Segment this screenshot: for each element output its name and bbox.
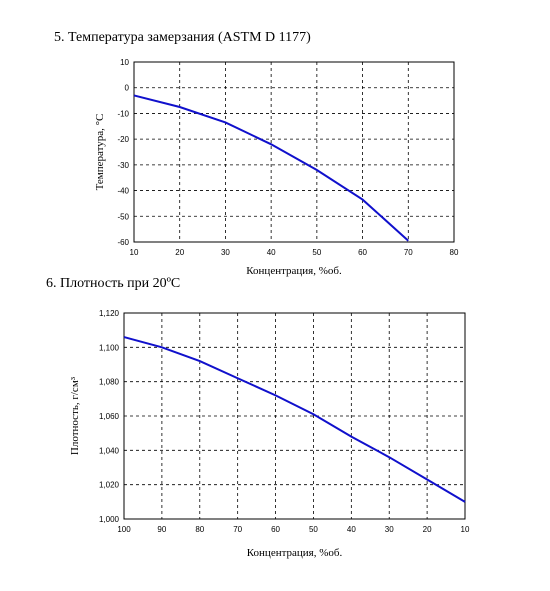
freezing-y-tick-label: -30 xyxy=(117,161,129,170)
density-x-tick-label: 20 xyxy=(423,525,432,534)
density-y-tick-label: 1,000 xyxy=(99,515,120,524)
density-y-tick-label: 1,080 xyxy=(99,378,120,387)
density-y-axis-title: Плотность, г/см³ xyxy=(69,376,81,455)
freezing-x-axis-title: Концентрация, %об. xyxy=(246,265,342,277)
freezing-x-tick-label: 10 xyxy=(130,248,139,257)
density-y-tick-label: 1,100 xyxy=(99,343,120,352)
freezing-x-tick-label: 60 xyxy=(358,248,367,257)
chart-heading-freezing: 5. Температура замерзания (ASTM D 1177) xyxy=(54,30,311,45)
density-y-tick-label: 1,060 xyxy=(99,412,120,421)
freezing-y-ticks: 10 0 -10 -20 -30 -40 -50 -60 xyxy=(117,58,129,247)
density-x-tick-label: 30 xyxy=(385,525,394,534)
freezing-y-tick-label: 0 xyxy=(125,84,130,93)
freezing-y-tick-label: -50 xyxy=(117,212,129,221)
density-x-tick-label: 10 xyxy=(461,525,470,534)
freezing-y-tick-label: -40 xyxy=(117,187,129,196)
freezing-grid xyxy=(133,61,455,243)
freezing-y-tick-label: 10 xyxy=(120,58,129,67)
density-x-axis-title: Концентрация, %об. xyxy=(247,547,343,559)
density-y-tick-label: 1,020 xyxy=(99,481,120,490)
freezing-y-tick-label: -60 xyxy=(117,238,129,247)
freezing-plot-frame xyxy=(133,61,455,243)
density-x-ticks: 100 90 80 70 60 50 40 30 20 10 xyxy=(117,525,470,534)
density-y-ticks: 1,000 1,020 1,040 1,060 1,080 1,100 1,120 xyxy=(99,309,120,524)
density-x-tick-label: 90 xyxy=(157,525,166,534)
density-x-tick-label: 70 xyxy=(233,525,242,534)
density-series xyxy=(123,336,466,503)
freezing-y-tick-label: -10 xyxy=(117,109,129,118)
freezing-x-tick-label: 70 xyxy=(404,248,413,257)
density-x-tick-label: 80 xyxy=(195,525,204,534)
density-x-tick-label: 60 xyxy=(271,525,280,534)
freezing-x-tick-label: 30 xyxy=(221,248,230,257)
density-y-tick-label: 1,040 xyxy=(99,446,120,455)
density-series-line xyxy=(123,336,466,503)
density-x-tick-label: 40 xyxy=(347,525,356,534)
freezing-x-tick-label: 50 xyxy=(312,248,321,257)
freezing-x-tick-label: 20 xyxy=(175,248,184,257)
freezing-x-tick-label: 80 xyxy=(450,248,459,257)
freezing-y-axis-title: Температура, °С xyxy=(94,114,106,191)
freezing-series-line xyxy=(133,94,409,242)
density-x-tick-label: 100 xyxy=(117,525,131,534)
density-grid xyxy=(123,312,466,520)
freezing-series xyxy=(133,94,409,242)
density-y-tick-label: 1,120 xyxy=(99,309,120,318)
density-x-tick-label: 50 xyxy=(309,525,318,534)
freezing-y-tick-label: -20 xyxy=(117,135,129,144)
chart-heading-density: 6. Плотность при 20ºС xyxy=(46,276,181,291)
freezing-x-ticks: 10 20 30 40 50 60 70 80 xyxy=(130,248,459,257)
freezing-x-tick-label: 40 xyxy=(267,248,276,257)
